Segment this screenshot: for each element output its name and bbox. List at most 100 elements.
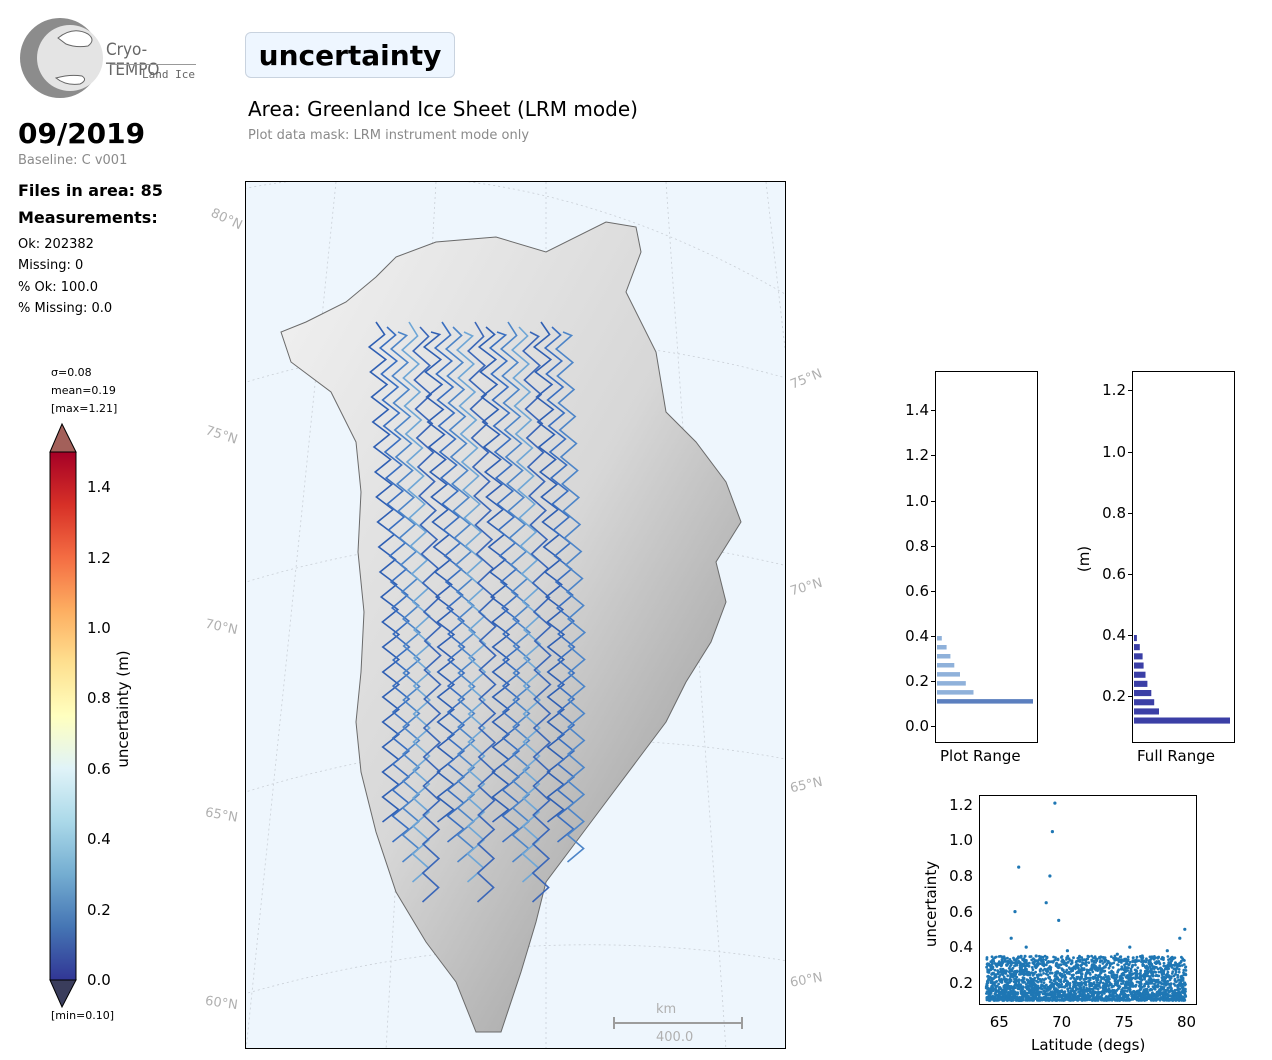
- scatter-point: [1160, 957, 1163, 961]
- scatter-point: [1153, 956, 1157, 960]
- scatter-point: [1121, 982, 1125, 985]
- scatter-point: [1140, 960, 1143, 963]
- scatter-point: [1060, 989, 1064, 993]
- scatter-point: [1020, 999, 1023, 1002]
- scatter-point: [1115, 957, 1119, 961]
- scatter-point: [1040, 990, 1043, 994]
- scatter-point: [1103, 977, 1106, 981]
- scatter-point: [1037, 977, 1040, 981]
- scatter-point: [1123, 965, 1127, 969]
- scatter-point: [1037, 954, 1041, 958]
- histogram-plot-range: [935, 371, 1038, 743]
- scatter-point: [1140, 954, 1144, 958]
- scatter-point: [1133, 990, 1137, 994]
- histogram-bar: [937, 663, 955, 668]
- scatter-point: [1051, 993, 1055, 997]
- colorbar-mean: mean=0.19: [51, 384, 116, 397]
- scatter-point: [1014, 975, 1017, 978]
- scatter-y-tick: 0.2: [949, 973, 973, 992]
- scatter-point: [1181, 995, 1185, 999]
- scatter-point: [1160, 991, 1163, 995]
- scatter-point: [1072, 998, 1075, 1002]
- scatter-point: [1009, 968, 1013, 971]
- scatter-point: [1105, 988, 1109, 992]
- scatter-point: [1113, 989, 1117, 993]
- y-tick-label: 0.8: [1102, 503, 1126, 522]
- scatter-point: [1021, 985, 1024, 989]
- scatter-point: [1177, 997, 1181, 1000]
- scatter-point: [1017, 980, 1021, 984]
- scatter-point: [1012, 986, 1015, 990]
- scatter-point: [1147, 961, 1151, 965]
- scatter-point: [1126, 955, 1130, 959]
- scatter-point: [1143, 976, 1147, 979]
- scatter-point: [1169, 960, 1173, 963]
- scatter-point: [1066, 987, 1070, 990]
- measurements-heading: Measurements:: [18, 208, 158, 227]
- scatter-point: [1155, 960, 1159, 963]
- scale-value: 400.0: [656, 1030, 694, 1045]
- y-tick-label: 0.4: [1102, 625, 1126, 644]
- scatter-point: [987, 977, 991, 981]
- scatter-point: [1009, 974, 1012, 978]
- scatter-point: [1059, 998, 1063, 1002]
- scatter-point: [1119, 974, 1123, 978]
- y-tick-mark: [931, 590, 935, 592]
- scatter-point: [1177, 970, 1181, 974]
- scatter-point: [1091, 976, 1095, 980]
- scatter-point: [1103, 956, 1107, 960]
- scatter-point: [1041, 958, 1045, 962]
- scale-bar: [613, 1017, 743, 1029]
- scatter-point: [1151, 970, 1155, 974]
- scatter-point: [1116, 969, 1120, 973]
- scatter-point: [1138, 974, 1142, 978]
- scatter-point: [1081, 961, 1084, 964]
- scatter-point: [1027, 961, 1031, 965]
- scatter-point: [1162, 983, 1166, 986]
- scatter-point: [1153, 982, 1156, 986]
- scatter-point: [999, 992, 1003, 996]
- scatter-point: [1184, 966, 1187, 969]
- scatter-point: [1121, 992, 1125, 996]
- scatter-point: [1182, 982, 1186, 986]
- scatter-point: [1086, 992, 1090, 996]
- scatter-point: [1023, 962, 1026, 966]
- scatter-point: [1162, 988, 1166, 991]
- scatter-point: [1127, 978, 1131, 982]
- scatter-point: [1145, 973, 1149, 977]
- scatter-point: [1110, 973, 1114, 977]
- scatter-point: [1175, 963, 1178, 967]
- scatter-point: [1176, 995, 1179, 999]
- histogram-full-range-xlabel: Full Range: [1137, 747, 1215, 765]
- scatter-point: [1113, 954, 1117, 958]
- scatter-point: [1134, 963, 1137, 967]
- scatter-point: [1065, 958, 1068, 961]
- scatter-point: [1079, 977, 1082, 981]
- logo-graphic: [20, 18, 103, 98]
- scatter-point: [990, 955, 994, 959]
- scatter-point: [1176, 984, 1180, 987]
- satellite-track: [522, 331, 552, 903]
- scatter-point: [1142, 988, 1146, 992]
- y-tick-label: 1.0: [1102, 442, 1126, 461]
- scatter-point: [1178, 981, 1181, 985]
- scatter-point: [1143, 995, 1147, 999]
- scatter-point: [1066, 980, 1070, 984]
- y-tick-mark: [931, 726, 935, 728]
- y-tick-label: 0.4: [905, 626, 929, 645]
- scatter-point: [1182, 958, 1186, 962]
- scatter-point: [1017, 978, 1021, 982]
- histogram-bar: [937, 681, 966, 686]
- scatter-point: [1126, 976, 1129, 980]
- scatter-point: [1042, 981, 1046, 984]
- scatter-point: [1088, 968, 1091, 972]
- histogram-bar: [1134, 708, 1159, 715]
- scatter-point: [1056, 965, 1059, 969]
- scatter-point: [1146, 994, 1149, 998]
- scatter-point: [1065, 982, 1069, 986]
- scatter-point: [1044, 996, 1048, 1000]
- scatter-point: [1056, 958, 1060, 962]
- scatter-point: [1026, 997, 1029, 1000]
- date-label: 09/2019: [18, 117, 146, 150]
- scatter-point: [1150, 988, 1154, 991]
